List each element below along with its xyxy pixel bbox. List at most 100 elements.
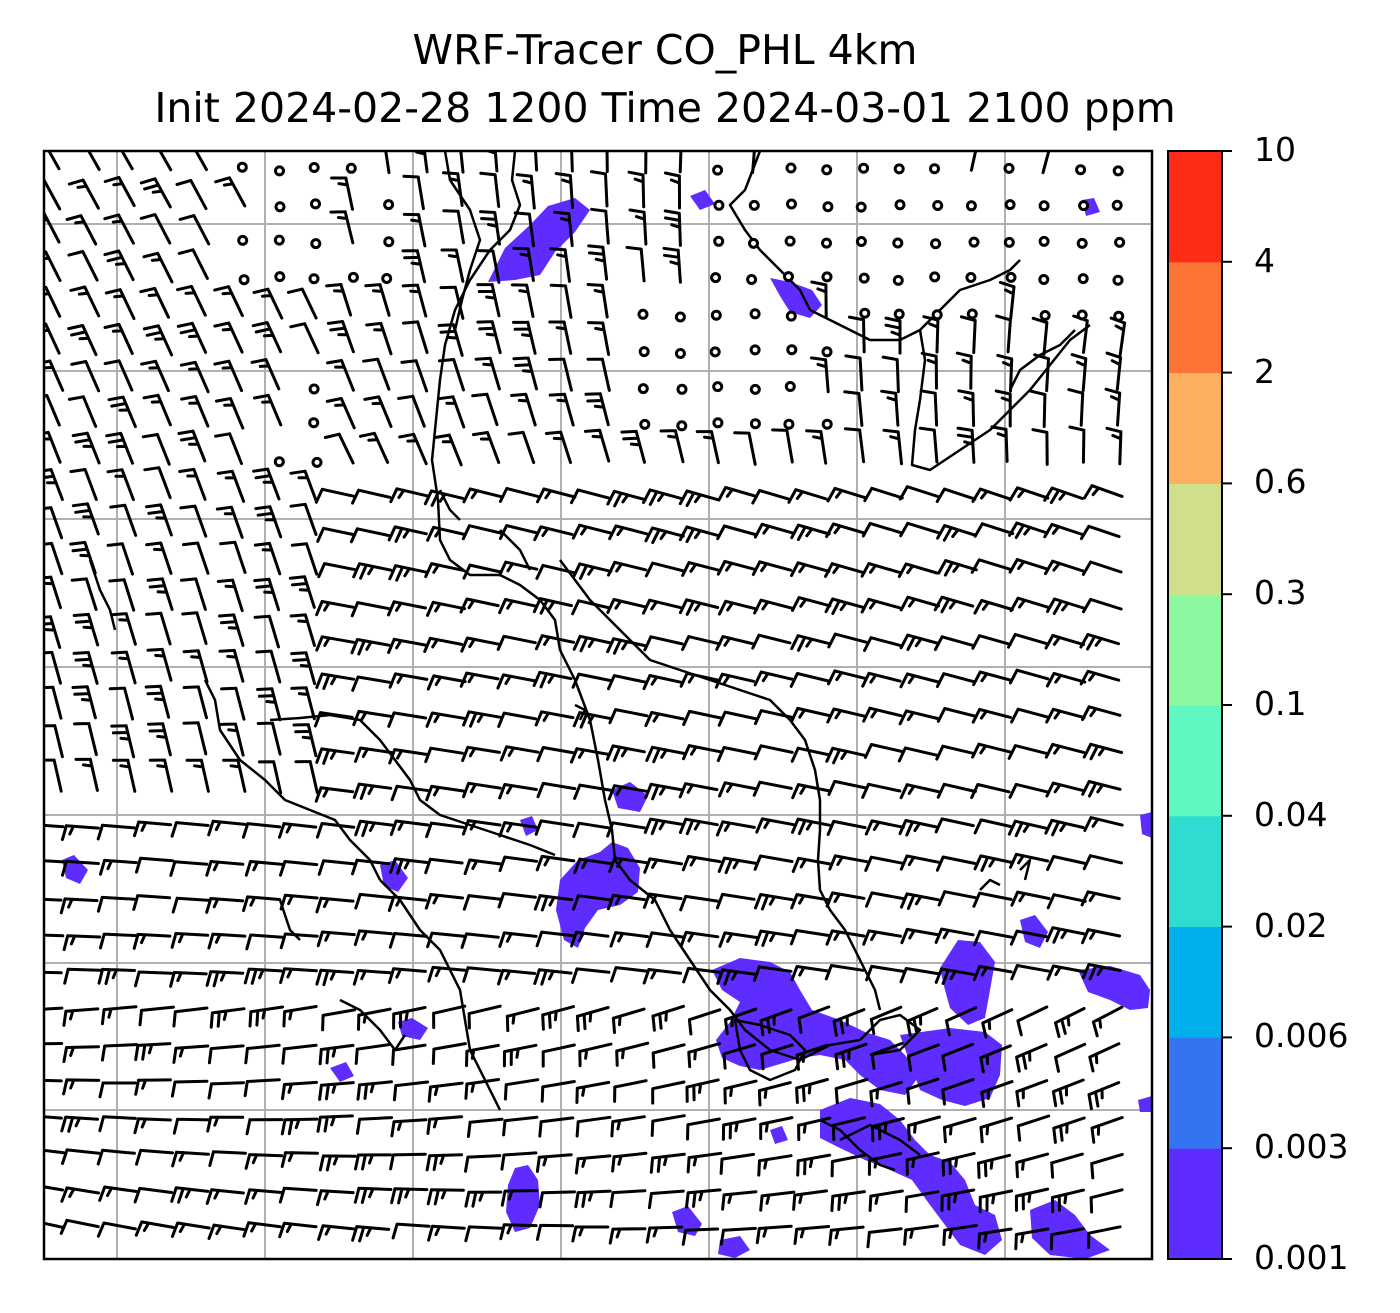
wind-barb — [860, 562, 902, 578]
wind-barb — [970, 558, 1012, 574]
wind-barb — [205, 1188, 245, 1205]
wind-barb — [751, 560, 793, 576]
wind-barb — [479, 171, 501, 208]
wind-barb — [355, 1116, 394, 1135]
wind-barb — [289, 322, 320, 355]
wind-barb — [899, 633, 941, 652]
wind-barb — [644, 151, 648, 175]
wind-barb — [898, 819, 939, 837]
wind-barb — [825, 746, 866, 765]
wind-barb — [723, 1079, 758, 1105]
wind-barb — [289, 502, 318, 536]
wind-barb — [575, 1115, 612, 1138]
wind-barb — [755, 817, 796, 834]
wind-barb — [586, 321, 611, 356]
wind-barb — [1081, 705, 1122, 721]
wind-barb — [462, 894, 503, 911]
wind-barb — [433, 433, 463, 467]
wind-barb — [349, 527, 391, 544]
wind-barb — [67, 324, 98, 357]
wind-barb — [498, 783, 538, 800]
wind-barb — [69, 540, 97, 575]
wind-barb — [733, 431, 757, 466]
calm-marker — [713, 199, 725, 211]
wind-barb — [44, 430, 62, 464]
plume-northeast-2 — [690, 190, 715, 210]
wind-barb — [144, 684, 171, 719]
wind-barb — [847, 315, 866, 354]
wind-barb — [1044, 742, 1086, 759]
wind-barb — [172, 1044, 210, 1064]
wind-barb — [255, 649, 282, 684]
plume-se-small — [1138, 1096, 1152, 1112]
wind-barb — [1079, 524, 1121, 541]
wind-barb — [790, 746, 831, 763]
wind-barb — [423, 489, 465, 507]
wind-barb — [715, 892, 756, 910]
calm-marker — [637, 383, 649, 395]
wind-barb — [771, 428, 794, 464]
wind-barb — [681, 855, 722, 872]
wind-barb — [575, 1006, 610, 1032]
calm-marker — [821, 271, 833, 283]
wind-barb — [329, 210, 355, 245]
wind-barb — [98, 1081, 137, 1099]
wind-barb — [1088, 1042, 1121, 1073]
wind-barb — [135, 1148, 174, 1166]
wind-barb — [1009, 596, 1051, 613]
wind-barb — [605, 151, 609, 173]
calm-marker — [858, 272, 870, 284]
wind-barb — [935, 855, 976, 872]
wind-barb — [973, 854, 1014, 872]
wind-barb — [609, 966, 650, 983]
wind-barb — [254, 505, 283, 539]
wind-barb — [387, 637, 428, 654]
wind-barb — [98, 1185, 138, 1202]
wind-barb — [106, 542, 134, 576]
wind-barb — [133, 1117, 172, 1135]
wind-barb — [352, 969, 392, 986]
wind-barb — [642, 968, 683, 985]
wind-barb — [589, 170, 609, 208]
wind-barb — [825, 891, 866, 908]
wind-barb — [717, 856, 758, 875]
wind-barb — [242, 1221, 282, 1238]
wind-barb — [540, 1080, 576, 1103]
wind-barb — [437, 323, 464, 357]
colorbar-tick-label: 4 — [1254, 240, 1275, 280]
wind-barb — [1087, 1225, 1122, 1249]
wind-barb — [194, 151, 208, 172]
calm-marker — [783, 418, 795, 430]
colorbar-tick-label: 0.003 — [1254, 1127, 1349, 1167]
wind-barb — [465, 1043, 500, 1068]
wind-barb — [1008, 782, 1049, 799]
wind-barb — [139, 177, 172, 209]
calm-marker — [274, 165, 285, 177]
wind-barb — [1104, 387, 1122, 427]
wind-barb — [286, 287, 318, 320]
calm-marker — [1112, 274, 1124, 286]
wind-barb — [171, 1150, 210, 1168]
wind-barb — [532, 597, 573, 615]
calm-marker — [710, 272, 722, 284]
wind-barb — [133, 1186, 174, 1204]
wind-barb — [1031, 316, 1049, 356]
wind-barb — [205, 860, 245, 877]
wind-barb — [60, 1186, 101, 1203]
wind-barb — [1081, 560, 1123, 576]
wind-barb — [1089, 1188, 1124, 1214]
wind-barb — [1041, 151, 1051, 175]
wind-barb — [791, 817, 831, 836]
wind-barb — [535, 930, 575, 948]
wind-barb — [868, 1189, 904, 1212]
calm-marker — [712, 381, 724, 393]
plume-east-edge — [1078, 966, 1150, 1010]
wind-barb — [899, 595, 941, 612]
wind-barb — [1105, 426, 1123, 466]
wind-barb — [972, 964, 1013, 982]
wind-barb — [825, 522, 866, 538]
wind-barb — [426, 1188, 465, 1206]
calm-marker — [637, 308, 649, 320]
wind-barb — [645, 745, 686, 764]
calm-marker — [929, 163, 940, 175]
